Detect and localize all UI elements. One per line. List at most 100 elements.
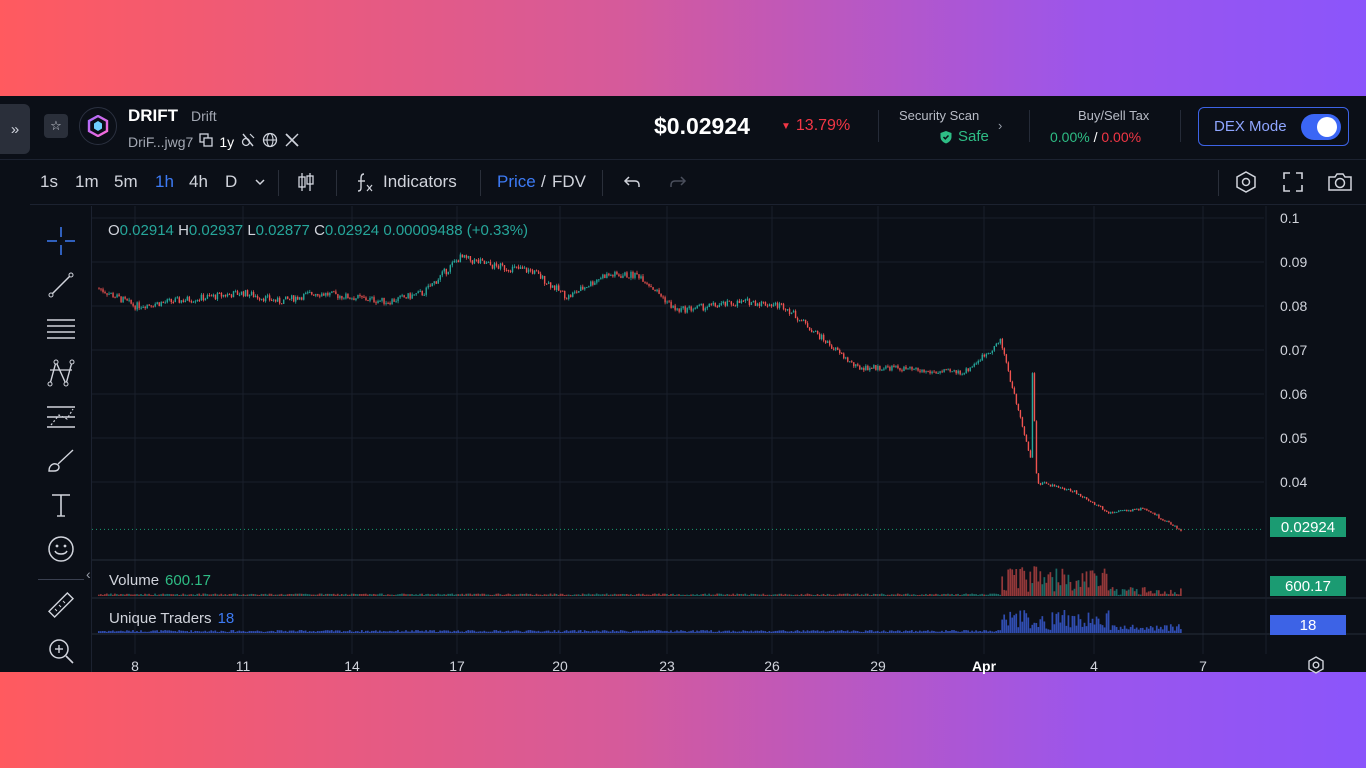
volume-bar (644, 594, 646, 596)
function-fx-icon[interactable] (352, 170, 376, 194)
interval-1m[interactable]: 1m (75, 172, 99, 191)
trader-bar (1159, 626, 1162, 633)
undo-icon[interactable] (620, 170, 644, 194)
volume-bar (706, 594, 708, 596)
x-tick-label: 20 (552, 658, 568, 674)
security-scan-status[interactable]: Safe (939, 128, 989, 145)
trader-bar (716, 631, 718, 633)
candle-body (684, 306, 686, 313)
volume-bar (746, 594, 749, 596)
trader-bar (607, 631, 610, 633)
volume-bar (196, 593, 199, 596)
chevron-down-icon[interactable] (248, 170, 272, 194)
dex-mode-toggle[interactable]: DEX Mode (1198, 107, 1349, 146)
candle-body (407, 293, 409, 299)
text-tool-icon[interactable] (45, 489, 77, 521)
candle-body (465, 255, 468, 258)
volume-bar (541, 594, 544, 596)
ruler-icon[interactable] (45, 589, 77, 621)
trader-bar (678, 631, 680, 633)
trader-bar (609, 631, 612, 633)
price-chart[interactable]: O0.02914 H0.02937 L0.02877 C0.02924 0.00… (86, 206, 1366, 674)
volume-bar (1061, 568, 1064, 596)
trend-line-icon[interactable] (45, 269, 77, 301)
candle-body (497, 265, 500, 269)
candle-body (1071, 491, 1074, 493)
indicators-button[interactable]: Indicators (383, 172, 457, 191)
interval-d[interactable]: D (225, 172, 238, 191)
trader-bar (483, 630, 486, 633)
candle-body (485, 262, 488, 264)
trader-bar (915, 630, 917, 633)
pattern-icon[interactable] (45, 357, 77, 389)
globe-icon[interactable] (262, 132, 278, 151)
trader-bar (997, 630, 1000, 633)
candle-body (568, 295, 570, 299)
dex-mode-switch[interactable] (1300, 113, 1341, 140)
security-scan-title[interactable]: Security Scan (899, 108, 980, 123)
volume-bar (1117, 594, 1120, 596)
fdv-toggle[interactable]: FDV (552, 172, 586, 191)
volume-bar (238, 594, 241, 596)
trader-bar (1095, 616, 1098, 633)
candles-icon[interactable] (294, 170, 318, 194)
volume-bar (146, 594, 148, 596)
candle-body (134, 305, 136, 310)
search-x-icon[interactable] (240, 132, 256, 151)
chart-canvas[interactable] (92, 206, 1366, 672)
chevron-left-icon[interactable]: ‹ (86, 566, 91, 582)
candle-body (596, 279, 598, 283)
candle-body (463, 255, 466, 258)
token-logo (79, 107, 117, 145)
volume-bar (672, 593, 674, 596)
settings-hexagon-icon[interactable] (1234, 170, 1258, 194)
interval-1h[interactable]: 1h (155, 172, 174, 191)
trader-bar (913, 631, 915, 633)
trader-bar (326, 630, 329, 633)
trader-bar (706, 630, 708, 633)
fullscreen-icon[interactable] (1281, 170, 1305, 194)
volume-bar (1003, 589, 1006, 596)
volume-bar (270, 593, 273, 596)
favorite-button[interactable]: ☆ (44, 114, 68, 138)
candle-body (592, 281, 594, 285)
trader-bar (642, 630, 644, 633)
candle-body (644, 281, 646, 283)
interval-4h[interactable]: 4h (189, 172, 208, 191)
horizontal-lines-icon[interactable] (45, 313, 77, 345)
trader-bar (734, 631, 737, 633)
axis-settings-icon[interactable] (1306, 655, 1326, 680)
brush-icon[interactable] (45, 445, 77, 477)
volume-bar (1159, 593, 1162, 596)
redo-icon[interactable] (666, 170, 690, 194)
prediction-icon[interactable] (45, 401, 77, 433)
candle-body (439, 275, 441, 280)
camera-icon[interactable] (1326, 170, 1354, 194)
candle-body (606, 273, 608, 278)
app-window: » ☆ DRIFT Drift DriF...jwg7 1y (0, 96, 1366, 674)
price-toggle[interactable]: Price (497, 172, 536, 191)
emoji-icon[interactable] (45, 533, 77, 565)
candle-body (1027, 441, 1030, 451)
candle-body (740, 300, 743, 303)
trader-bar (541, 631, 544, 633)
interval-5m[interactable]: 5m (114, 172, 138, 191)
candle-body (206, 295, 209, 299)
trader-bar (1049, 629, 1052, 633)
trader-bar (794, 630, 797, 633)
trader-bar (505, 630, 508, 633)
candle-body (933, 371, 935, 373)
volume-bar (1169, 589, 1172, 596)
trader-bar (106, 631, 108, 633)
volume-bar (633, 594, 636, 596)
interval-1s[interactable]: 1s (40, 172, 58, 191)
x-twitter-icon[interactable] (284, 132, 300, 151)
crosshair-icon[interactable] (45, 225, 77, 257)
chevron-right-icon[interactable]: › (998, 118, 1003, 133)
zoom-in-icon[interactable] (45, 635, 77, 667)
candle-body (270, 300, 273, 302)
x-tick-label: 7 (1199, 658, 1207, 674)
expand-sidebar-button[interactable]: » (0, 104, 30, 154)
copy-icon[interactable] (199, 133, 214, 150)
trader-bar (1021, 621, 1024, 633)
